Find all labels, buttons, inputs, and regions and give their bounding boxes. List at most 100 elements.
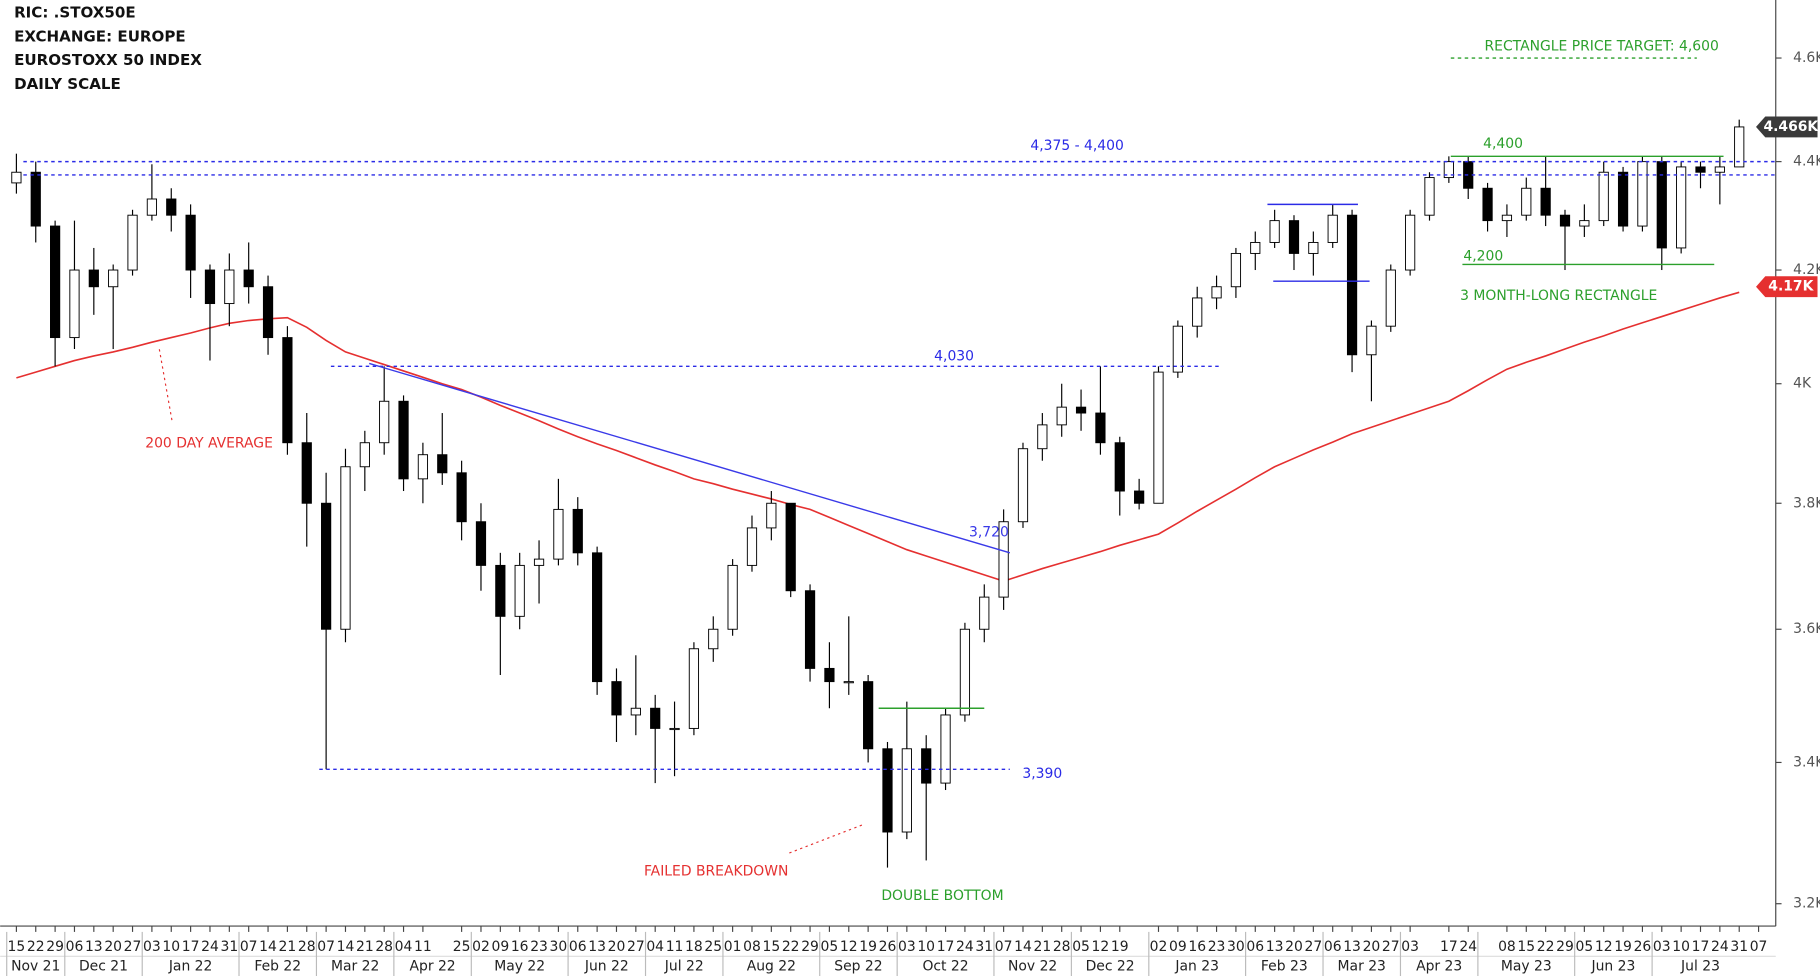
x-tick-label: 17 <box>182 939 200 955</box>
x-tick-label: 27 <box>1305 939 1323 955</box>
candle-body <box>1579 220 1590 227</box>
x-tick-label: 21 <box>356 939 374 955</box>
month-label: Oct 22 <box>922 959 968 975</box>
level-label: 3,390 <box>1022 766 1062 782</box>
candle-body <box>1617 171 1629 227</box>
x-tick-label: 29 <box>46 939 64 955</box>
month-label: Mar 23 <box>1338 959 1386 975</box>
x-tick-label: 25 <box>453 939 471 955</box>
candle-body <box>243 269 254 288</box>
x-tick-label: 06 <box>66 939 84 955</box>
annotation: FAILED BREAKDOWN <box>644 864 788 880</box>
candle-body <box>146 198 158 216</box>
month-label: Jun 22 <box>584 959 629 975</box>
candle-body <box>863 681 874 750</box>
candle-body <box>572 508 583 554</box>
candle-body <box>1172 325 1183 373</box>
x-tick-label: 30 <box>1227 939 1245 955</box>
level-label: 4,200 <box>1463 248 1503 264</box>
candle-body <box>11 171 22 184</box>
candle-body <box>1443 161 1454 179</box>
x-tick-label: 07 <box>240 939 258 955</box>
x-tick-label: 29 <box>1556 939 1574 955</box>
candle-body <box>321 502 332 630</box>
candle-body <box>379 400 390 444</box>
candle-body <box>108 269 119 288</box>
candle-body <box>475 521 487 566</box>
x-tick-label: 15 <box>1517 939 1535 955</box>
x-tick-label: 15 <box>8 939 26 955</box>
x-tick-label: 16 <box>511 939 529 955</box>
x-tick-label: 31 <box>1730 939 1748 955</box>
y-tick-label: 4.6K <box>1793 50 1820 66</box>
candle-body <box>69 269 80 339</box>
x-tick-label: 24 <box>956 939 974 955</box>
x-tick-label: 26 <box>879 939 897 955</box>
candle-body <box>359 442 370 468</box>
candle-body <box>262 286 274 339</box>
y-tick-label: 3.4K <box>1793 754 1820 770</box>
x-tick-label: 09 <box>1169 939 1187 955</box>
x-tick-label: 17 <box>937 939 955 955</box>
month-label: Nov 22 <box>1008 959 1057 975</box>
header-line: RIC: .STOX50E <box>14 3 136 21</box>
candle-body <box>804 590 816 669</box>
x-tick-label: 13 <box>1266 939 1284 955</box>
x-tick-label: 06 <box>569 939 587 955</box>
x-tick-label: 29 <box>801 939 819 955</box>
candle-body <box>1037 424 1048 450</box>
month-label: Dec 21 <box>79 959 128 975</box>
candle-body <box>1385 269 1396 327</box>
x-tick-label: 03 <box>1401 939 1419 955</box>
candle-body <box>185 214 196 271</box>
candle-body <box>553 508 564 560</box>
x-tick-label: 07 <box>1750 939 1768 955</box>
header-line: EXCHANGE: EUROPE <box>14 28 186 46</box>
x-tick-label: 04 <box>395 939 413 955</box>
x-tick-label: 25 <box>704 939 722 955</box>
candle-body <box>1327 214 1338 243</box>
month-label: Apr 23 <box>1416 959 1462 975</box>
candle-body <box>1346 214 1358 356</box>
candle-body <box>30 171 41 227</box>
x-tick-label: 05 <box>1576 939 1594 955</box>
candle-body <box>1559 214 1571 227</box>
level-label: 4,400 <box>1483 136 1523 152</box>
candle-body <box>1153 371 1164 504</box>
header-line: DAILY SCALE <box>14 75 121 93</box>
candle-body <box>1521 187 1532 216</box>
month-label: May 22 <box>494 959 545 975</box>
x-tick-label: 03 <box>143 939 161 955</box>
candle-body <box>1366 325 1377 356</box>
candle-body <box>998 521 1009 598</box>
candle-body <box>630 707 641 716</box>
x-tick-label: 30 <box>550 939 568 955</box>
month-label: Apr 22 <box>409 959 455 975</box>
candle-body <box>1075 406 1087 414</box>
x-tick-label: 21 <box>279 939 297 955</box>
candle-body <box>746 527 758 566</box>
x-tick-label: 24 <box>201 939 219 955</box>
candle-body <box>437 454 448 474</box>
ma-tag-label: 4.17K <box>1768 279 1814 295</box>
candle-body <box>1192 297 1203 327</box>
candle-body <box>1017 448 1029 523</box>
candle-body <box>1308 241 1319 254</box>
x-tick-label: 09 <box>491 939 509 955</box>
candle-body <box>1714 166 1725 173</box>
x-tick-label: 07 <box>317 939 335 955</box>
candle-body <box>1598 171 1609 222</box>
month-label: May 23 <box>1501 959 1552 975</box>
header-line: EUROSTOXX 50 INDEX <box>14 51 202 69</box>
x-tick-label: 10 <box>1672 939 1690 955</box>
x-tick-label: 31 <box>975 939 993 955</box>
moving-average-line <box>16 291 1740 583</box>
annotation: DOUBLE BOTTOM <box>881 888 1003 904</box>
month-label: Feb 23 <box>1261 959 1308 975</box>
x-tick-label: 23 <box>530 939 548 955</box>
candle-body <box>495 564 506 617</box>
candle-body <box>224 269 235 305</box>
x-tick-label: 28 <box>1053 939 1071 955</box>
x-tick-label: 19 <box>859 939 877 955</box>
